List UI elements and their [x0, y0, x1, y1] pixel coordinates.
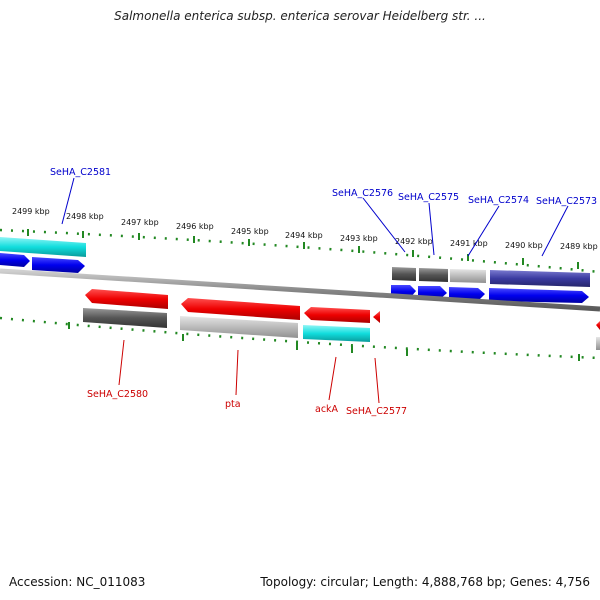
gc-feature-cyan[interactable] [303, 325, 370, 342]
gene-arrow-reverse[interactable] [596, 321, 600, 330]
gene-arrow-reverse[interactable] [181, 298, 300, 320]
ruler-label: 2495 kbp [231, 227, 269, 236]
ruler-label: 2497 kbp [121, 218, 159, 227]
ruler-label: 2498 kbp [66, 212, 104, 221]
gene-label-SeHA_C2577[interactable]: SeHA_C2577 [346, 406, 407, 417]
gc-feature-dark[interactable] [419, 268, 448, 282]
gene-arrow-forward[interactable] [0, 253, 30, 267]
gene-arrow-forward[interactable] [489, 288, 589, 303]
gene-labels-top: SeHA_C2581 SeHA_C2576 SeHA_C2575 SeHA_C2… [50, 167, 597, 207]
gc-feature-light[interactable] [596, 337, 600, 350]
gene-arrow-forward[interactable] [449, 287, 485, 301]
genome-stats-text: Topology: circular; Length: 4,888,768 bp… [260, 575, 590, 589]
gene-arrow-reverse[interactable] [373, 311, 380, 323]
gene-label-SeHA_C2574[interactable]: SeHA_C2574 [468, 195, 529, 206]
gene-label-ackA[interactable]: ackA [315, 404, 339, 415]
ruler-tick-labels: 2499 kbp 2498 kbp 2497 kbp 2496 kbp 2495… [12, 207, 598, 251]
ruler-label: 2493 kbp [340, 234, 378, 243]
ruler-label: 2490 kbp [505, 241, 543, 250]
gene-label-SeHA_C2573[interactable]: SeHA_C2573 [536, 196, 597, 207]
minor-ticks-top [0, 228, 600, 274]
gene-labels-bottom: SeHA_C2580 pta ackA SeHA_C2577 [87, 389, 407, 417]
gc-features-top [0, 237, 590, 287]
gene-label-SeHA_C2581[interactable]: SeHA_C2581 [50, 167, 111, 178]
ruler-label: 2494 kbp [285, 231, 323, 240]
ruler-label: 2491 kbp [450, 239, 488, 248]
map-title: Salmonella enterica subsp. enterica sero… [114, 9, 486, 23]
gc-feature-light[interactable] [450, 269, 486, 283]
gene-label-SeHA_C2575[interactable]: SeHA_C2575 [398, 192, 459, 203]
gene-arrow-forward[interactable] [32, 257, 85, 273]
gc-feature-dark[interactable] [392, 267, 416, 281]
gc-feature-light[interactable] [180, 316, 298, 338]
cds-reverse-strand [85, 289, 600, 330]
gc-feature-cyan[interactable] [0, 237, 86, 257]
gene-label-SeHA_C2576[interactable]: SeHA_C2576 [332, 188, 393, 199]
gc-feature-navy[interactable] [490, 270, 590, 287]
ruler-label: 2492 kbp [395, 237, 433, 246]
tick-marks-bottom [68, 322, 580, 361]
gene-arrow-reverse[interactable] [85, 289, 168, 309]
gc-features-bottom [83, 308, 600, 350]
genome-backbone [0, 268, 600, 312]
gene-label-SeHA_C2580[interactable]: SeHA_C2580 [87, 389, 148, 400]
gc-feature-dark[interactable] [83, 308, 167, 328]
accession-text: Accession: NC_011083 [9, 575, 146, 589]
ruler-label: 2489 kbp [560, 242, 598, 251]
label-leaders [61, 177, 569, 404]
gene-arrow-reverse[interactable] [304, 307, 370, 323]
ruler-label: 2496 kbp [176, 222, 214, 231]
ruler-label: 2499 kbp [12, 207, 50, 216]
gene-label-pta[interactable]: pta [225, 399, 241, 410]
minor-ticks-bottom [0, 316, 600, 360]
